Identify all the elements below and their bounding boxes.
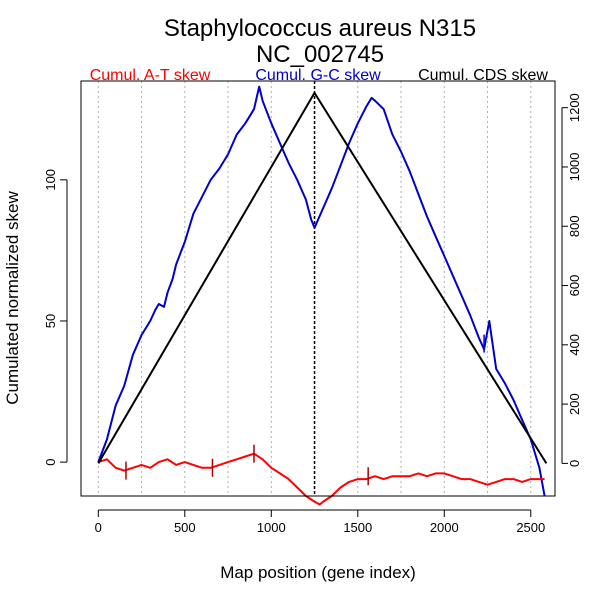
plot-frame	[80, 80, 556, 497]
gc-skew-line	[97, 85, 546, 497]
y-right-tick-label: 400	[567, 334, 582, 356]
x-tick-label: 0	[95, 520, 102, 535]
y-tick-label: 50	[43, 314, 58, 328]
x-tick-label: 2500	[516, 520, 545, 535]
x-tick-label: 1500	[343, 520, 372, 535]
legend-cds-skew: Cumul. CDS skew	[418, 67, 548, 84]
y-right-tick-label: 600	[567, 275, 582, 297]
y-right-tick-label: 1200	[567, 93, 582, 122]
y-right-tick-label: 800	[567, 215, 582, 237]
y-tick-label: 100	[43, 169, 58, 191]
plot-series	[97, 85, 548, 506]
y-right-tick-label: 1000	[567, 153, 582, 182]
chart-title: Staphylococcus aureus N315	[164, 15, 476, 42]
grid-lines	[97, 81, 532, 496]
y-right-tick-label: 0	[567, 460, 582, 467]
cds-skew-line	[97, 91, 548, 464]
legend-at-skew: Cumul. A-T skew	[90, 67, 211, 84]
x-tick-label: 1000	[257, 520, 286, 535]
y-right-tick-label: 200	[567, 393, 582, 415]
legend-gc-skew: Cumul. G-C skew	[255, 67, 381, 84]
axes: 0 500 1000 1500 2000 250005010002004006008001…	[43, 93, 582, 535]
y-axis-label: Cumulated normalized skew	[3, 191, 22, 405]
x-tick-label: 500	[174, 520, 196, 535]
chart-subtitle: NC_002745	[256, 41, 384, 68]
x-tick-label: 2000	[430, 520, 459, 535]
y-tick-label: 0	[43, 459, 58, 466]
x-axis-label: Map position (gene index)	[220, 563, 416, 582]
at-skew-line	[97, 452, 545, 506]
